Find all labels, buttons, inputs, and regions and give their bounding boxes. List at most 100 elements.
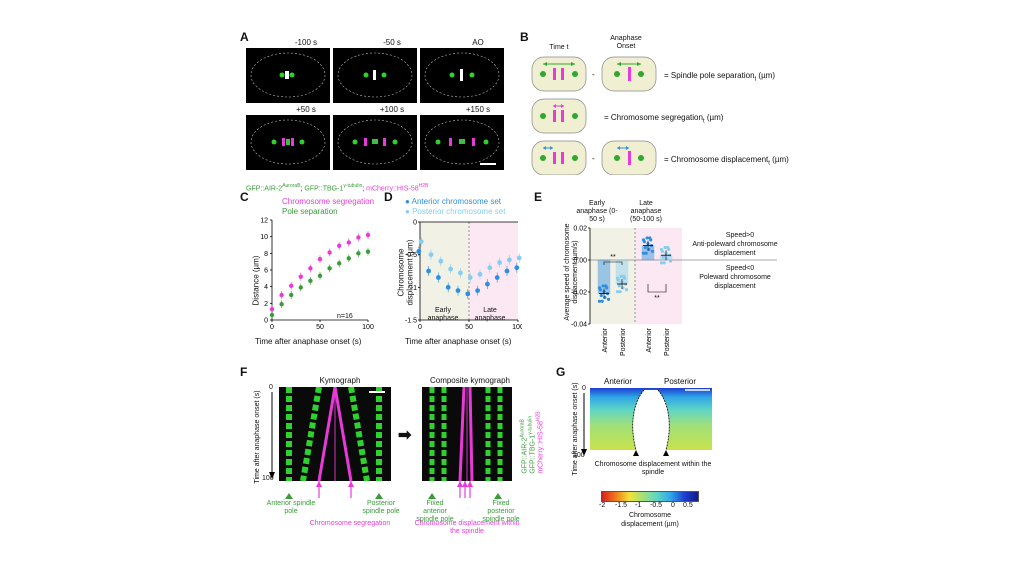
data-point	[317, 256, 323, 262]
data-point	[504, 268, 510, 274]
data-point	[494, 275, 500, 280]
sig-bracket-late	[647, 284, 667, 293]
kymograph-title: Kymograph	[319, 376, 361, 385]
data-point	[645, 236, 649, 240]
micrograph-5	[333, 115, 417, 170]
data-point	[365, 232, 371, 238]
x-tick-label: 50	[316, 324, 324, 331]
data-point	[487, 265, 493, 271]
data-point	[599, 293, 603, 298]
y-tick-label: -0.5	[405, 252, 417, 259]
speed-negative-label: Speed<0	[725, 265, 755, 272]
data-point	[668, 259, 673, 263]
data-point	[507, 257, 512, 263]
timepoint-label: +100 s	[379, 105, 405, 114]
data-point	[604, 284, 608, 288]
data-point	[346, 240, 351, 245]
data-point	[467, 275, 473, 280]
y-tick-label: -0.02	[571, 290, 587, 297]
data-point	[298, 285, 303, 290]
kymo-time-arrow	[269, 392, 275, 479]
data-point	[485, 281, 490, 287]
data-point	[644, 251, 648, 255]
data-point	[662, 261, 666, 265]
data-point	[622, 274, 626, 278]
y-tick-label: -1.5	[405, 318, 417, 325]
heatmap-time-arrow	[581, 393, 587, 456]
chart-e-late-title: Late anaphase (50-100 s)	[630, 200, 662, 223]
timepoint-label: +50 s	[296, 105, 316, 114]
panel-b-schematic: - -	[531, 56, 657, 175]
schematic-cell-onset	[601, 56, 657, 92]
fixed-anterior-label: Fixed anterior spindle pole	[416, 500, 454, 523]
data-point	[465, 291, 471, 297]
micrograph-1	[246, 48, 330, 103]
data-point	[438, 258, 444, 264]
speed-positive-label: Speed>0	[725, 232, 755, 239]
kymo-t100: 100	[262, 475, 274, 482]
y-tick-label: 8	[264, 251, 268, 258]
chart-c-xlabel: Time after anaphase onset (s)	[255, 337, 362, 346]
data-point	[436, 275, 441, 280]
poleward-displacement: displacement	[714, 283, 756, 290]
panel-label-d: D	[384, 190, 393, 204]
schematic-cell-segregation	[531, 98, 587, 134]
data-point	[615, 276, 620, 280]
sig-bracket-early	[603, 261, 623, 265]
data-point	[448, 266, 453, 272]
time-t-label: Time t	[549, 44, 569, 51]
data-point	[615, 290, 620, 294]
x-tick-label: Anterior	[602, 327, 609, 352]
channel-legend: GFP::AIR-2AuroraB; GFP::TBG-1γ-tubulin; …	[246, 183, 429, 193]
micrograph-grid	[246, 48, 504, 170]
x-tick-label: Anterior	[646, 327, 653, 352]
colorbar-ticks: -2 -1.5 -1 -0.5 0 0.5	[599, 502, 693, 509]
y-tick-label: 4	[264, 284, 268, 291]
anterior-pole-label: Anterior spindle pole	[266, 500, 316, 515]
data-point	[475, 288, 480, 293]
kymo-channel-legend: GFP::AIR-2AuroraB GFP::TBG-1γ-tubulin mC…	[512, 388, 544, 482]
data-point	[317, 273, 323, 279]
composite-kymograph-title: Composite kymograph	[429, 376, 511, 385]
chart-c-n: n=16	[337, 313, 353, 320]
x-tick-label: Posterior	[620, 327, 627, 356]
panel-label-a: A	[240, 30, 249, 44]
late-phase-band	[635, 228, 682, 324]
panel-label-e: E	[534, 190, 543, 204]
data-point	[650, 249, 655, 253]
data-point	[269, 312, 275, 318]
data-point	[445, 284, 451, 290]
chart-c: 0 2 4 6 8 10 12 0 50 100	[260, 218, 374, 332]
anaphase-onset-label: Anaphase Onset	[610, 35, 642, 50]
micrograph-2	[333, 48, 417, 103]
chromosome-displacement-label: Chromosome displacement within the spind…	[414, 520, 520, 535]
data-point	[619, 274, 623, 278]
x-tick-label: 50	[465, 324, 473, 331]
data-point	[308, 266, 313, 271]
kymo-t0: 0	[269, 384, 273, 391]
schematic-cell-time-t	[531, 56, 587, 92]
schematic-cell-displacement-t	[531, 140, 587, 175]
panel-a-micrographs: -100 s -50 s AO +50 s +100 s +150 s	[246, 38, 504, 192]
kymo-legend-his58: mCherry::HIS-58H2B	[535, 411, 545, 474]
data-point	[418, 239, 424, 244]
x-tick-label: 0	[270, 324, 274, 331]
chart-d-xlabel: Time after anaphase onset (s)	[405, 337, 512, 346]
heatmap-posterior-label: Posterior	[664, 377, 697, 386]
data-point	[641, 238, 646, 242]
data-point	[289, 292, 294, 298]
y-tick-label: 10	[260, 234, 268, 241]
data-point	[663, 245, 667, 250]
heatmap-t0: 0	[582, 385, 586, 392]
timepoint-label: +150 s	[465, 105, 491, 114]
data-point	[643, 245, 647, 250]
timepoint-label: AO	[472, 38, 484, 47]
sig-label-early: **	[610, 254, 616, 261]
y-tick-label: 0	[264, 318, 268, 325]
data-point	[289, 283, 294, 289]
panel-label-g: G	[556, 365, 566, 379]
panel-label-b: B	[520, 30, 529, 44]
chart-d-early-label: Early anaphase	[427, 307, 459, 322]
early-phase-band	[590, 228, 635, 324]
svg-text:-: -	[592, 70, 595, 79]
